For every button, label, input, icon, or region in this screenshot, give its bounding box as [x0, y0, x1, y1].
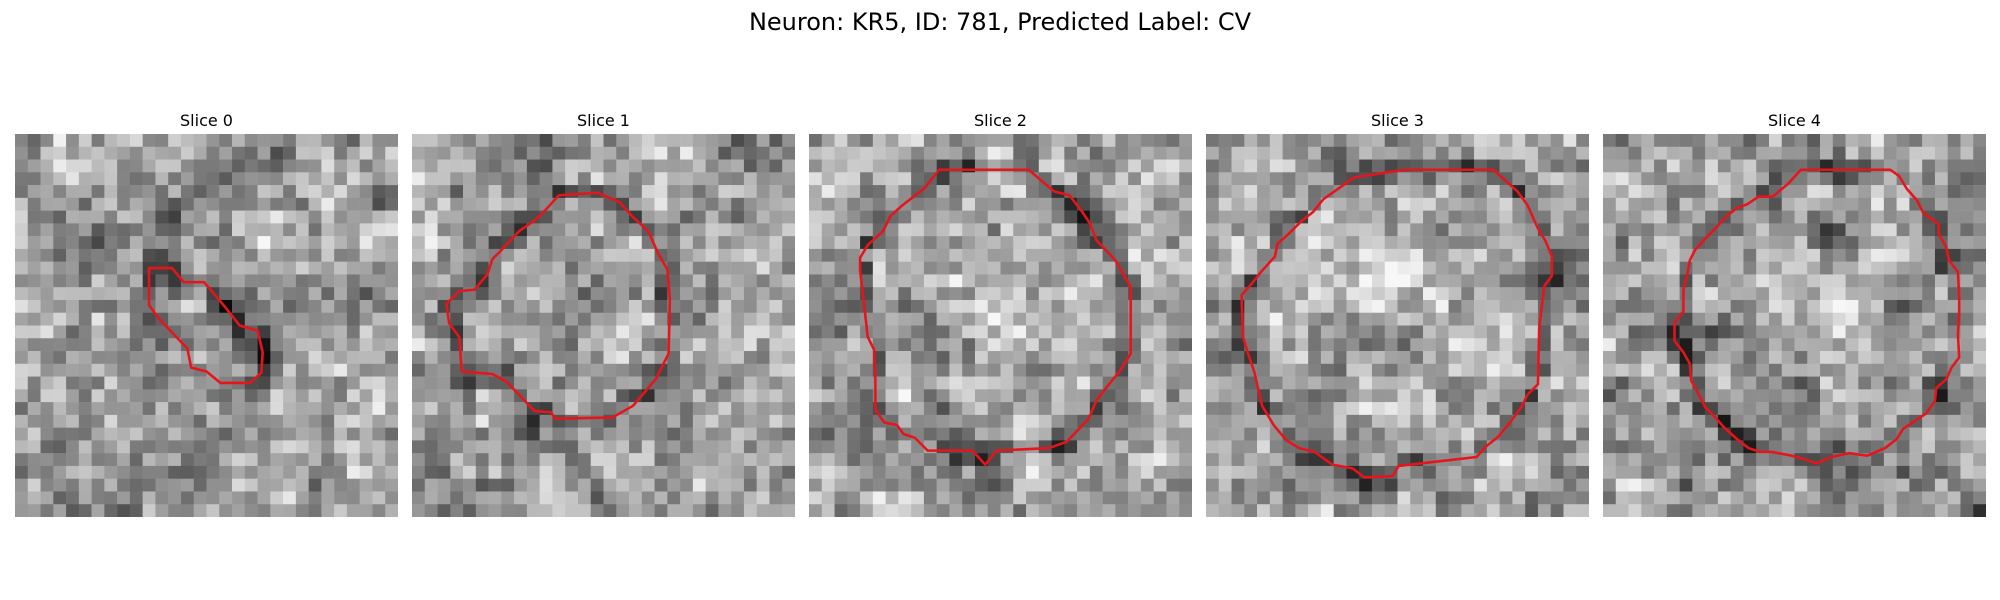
segmentation-contour: [1240, 168, 1554, 479]
slice-title: Slice 0: [180, 111, 233, 130]
slice-panel-2: Slice 2: [809, 108, 1192, 517]
slice-panel-4: Slice 4: [1603, 108, 1986, 517]
slice-image: [1206, 134, 1589, 517]
segmentation-contour: [858, 168, 1132, 466]
slice-title: Slice 1: [577, 111, 630, 130]
slice-title: Slice 2: [974, 111, 1027, 130]
slice-panel-0: Slice 0: [15, 108, 398, 517]
slice-title: Slice 4: [1768, 111, 1821, 130]
slice-image: [1603, 134, 1986, 517]
slice-panel-1: Slice 1: [412, 108, 795, 517]
segmentation-contour: [147, 266, 264, 385]
slice-panel-3: Slice 3: [1206, 108, 1589, 517]
slice-image: [15, 134, 398, 517]
figure-title: Neuron: KR5, ID: 781, Predicted Label: C…: [748, 8, 1252, 36]
slice-image: [809, 134, 1192, 517]
segmentation-contour: [1673, 168, 1961, 465]
segmentation-contour: [445, 191, 672, 420]
slice-image: [412, 134, 795, 517]
slice-title: Slice 3: [1371, 111, 1424, 130]
